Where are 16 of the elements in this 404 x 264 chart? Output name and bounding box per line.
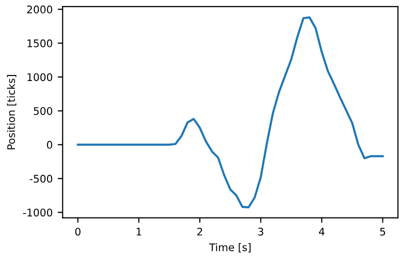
y-tick-label: 500 <box>34 107 52 115</box>
x-tick-label: 0 <box>75 228 80 236</box>
y-tick-label: -1000 <box>23 208 52 216</box>
y-tick-label: 2000 <box>27 6 52 14</box>
line-series <box>76 16 384 208</box>
y-tick-label: -500 <box>30 174 52 183</box>
x-tick-label: 5 <box>380 228 386 236</box>
x-axis-title: Time [s] <box>209 243 251 252</box>
y-tick-label: 1000 <box>28 73 52 82</box>
y-axis-title: Position [ticks] <box>6 75 16 150</box>
y-tick-label: 0 <box>46 140 52 149</box>
x-tick-label: 3 <box>258 228 264 236</box>
y-tick-label: 1500 <box>28 39 52 48</box>
x-tick-label: 4 <box>318 228 324 236</box>
x-tick-label: 2 <box>197 228 202 236</box>
x-tick-label: 1 <box>136 228 142 236</box>
